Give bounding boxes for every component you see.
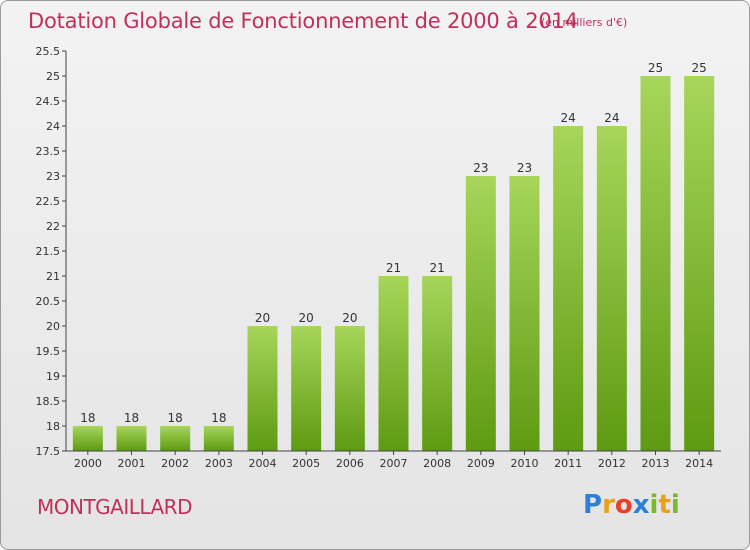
value-label-2009: 23 <box>473 161 488 175</box>
y-tick-label: 18 <box>46 420 60 433</box>
bar-2002[interactable] <box>160 426 191 451</box>
bar-2011[interactable] <box>553 126 584 451</box>
value-label-2013: 25 <box>648 61 663 75</box>
proxiti-logo[interactable]: Proxiti <box>583 490 680 520</box>
value-label-2012: 24 <box>604 111 619 125</box>
x-tick-label-2010: 2010 <box>511 457 539 470</box>
x-tick-label-2004: 2004 <box>249 457 277 470</box>
bar-2010[interactable] <box>509 176 540 451</box>
y-tick-label: 19.5 <box>36 345 61 358</box>
logo-letter: P <box>583 490 603 520</box>
x-ticks-group: 2000 2001 2002 2003 2004 2005 2006 2007 2008 2009… <box>74 451 713 470</box>
logo-letter: i <box>670 490 680 520</box>
y-tick-label: 25 <box>46 70 60 83</box>
x-tick-label-2013: 2013 <box>642 457 670 470</box>
value-label-2001: 18 <box>124 411 139 425</box>
y-tick-label: 21 <box>46 270 60 283</box>
y-tick-label: 24 <box>46 120 60 133</box>
logo-letter: x <box>632 490 650 520</box>
logo-letter: i <box>649 490 659 520</box>
logo-letter: o <box>614 490 633 520</box>
y-tick-label: 23.5 <box>36 145 61 158</box>
y-tick-label: 21.5 <box>36 245 61 258</box>
value-label-2003: 18 <box>211 411 226 425</box>
bar-2007[interactable] <box>378 276 409 451</box>
unit-note: (en milliers d'€) <box>541 16 628 29</box>
y-tick-label: 17.5 <box>36 445 61 458</box>
y-tick-label: 19 <box>46 370 60 383</box>
bar-2004[interactable] <box>247 326 278 451</box>
x-tick-label-2003: 2003 <box>205 457 233 470</box>
x-tick-label-2000: 2000 <box>74 457 102 470</box>
bar-2009[interactable] <box>465 176 496 451</box>
x-tick-label-2012: 2012 <box>598 457 626 470</box>
commune-name: MONTGAILLARD <box>37 495 192 519</box>
bar-2006[interactable] <box>334 326 365 451</box>
x-tick-label-2005: 2005 <box>292 457 320 470</box>
value-label-2010: 23 <box>517 161 532 175</box>
bar-2001[interactable] <box>116 426 147 451</box>
bar-2008[interactable] <box>422 276 453 451</box>
bar-2003[interactable] <box>203 426 234 451</box>
y-tick-label: 18.5 <box>36 395 61 408</box>
bar-2005[interactable] <box>291 326 322 451</box>
bars-group: 18 18 18 18 20 20 20 21 21 23 23 24 24 25 25 <box>72 61 715 451</box>
y-tick-label: 22 <box>46 220 60 233</box>
value-label-2004: 20 <box>255 311 270 325</box>
x-tick-label-2009: 2009 <box>467 457 495 470</box>
x-tick-label-2008: 2008 <box>423 457 451 470</box>
x-tick-label-2006: 2006 <box>336 457 364 470</box>
x-tick-label-2011: 2011 <box>554 457 582 470</box>
value-label-2002: 18 <box>168 411 183 425</box>
logo-letter: r <box>602 490 615 520</box>
y-tick-label: 20 <box>46 320 60 333</box>
value-label-2005: 20 <box>299 311 314 325</box>
value-label-2014: 25 <box>692 61 707 75</box>
value-label-2007: 21 <box>386 261 401 275</box>
chart-title: Dotation Globale de Fonctionnement de 20… <box>28 9 578 33</box>
bar-2014[interactable] <box>684 76 715 451</box>
value-label-2008: 21 <box>430 261 445 275</box>
y-tick-label: 25.5 <box>36 45 61 58</box>
x-tick-label-2002: 2002 <box>161 457 189 470</box>
y-ticks-group: 17.5 18 18.5 19 19.5 20 20.5 21 21.5 22 22.5 23 23.5… <box>36 45 66 458</box>
x-tick-label-2007: 2007 <box>380 457 408 470</box>
y-tick-label: 24.5 <box>36 95 61 108</box>
y-tick-label: 22.5 <box>36 195 61 208</box>
value-label-2006: 20 <box>342 311 357 325</box>
x-tick-label-2014: 2014 <box>685 457 713 470</box>
y-tick-label: 23 <box>46 170 60 183</box>
bar-2012[interactable] <box>596 126 627 451</box>
logo-letter: t <box>658 490 671 520</box>
bar-2000[interactable] <box>72 426 103 451</box>
y-tick-label: 20.5 <box>36 295 61 308</box>
value-label-2011: 24 <box>561 111 576 125</box>
bar-2013[interactable] <box>640 76 671 451</box>
x-tick-label-2001: 2001 <box>118 457 146 470</box>
value-label-2000: 18 <box>80 411 95 425</box>
